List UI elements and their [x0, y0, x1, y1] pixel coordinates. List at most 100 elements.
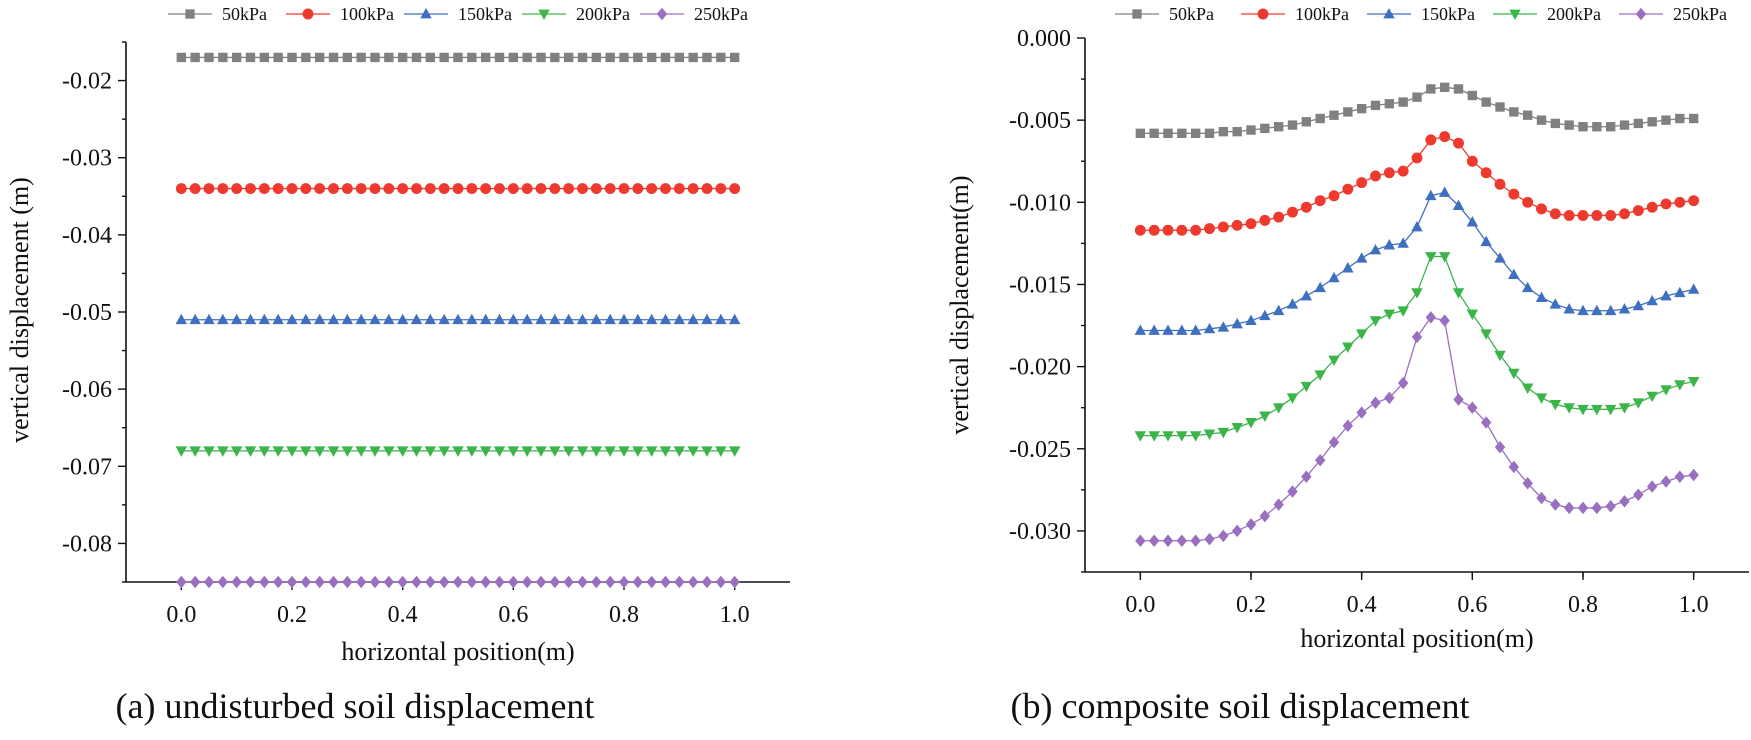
data-point: [494, 183, 505, 195]
data-point: [231, 52, 242, 63]
data-point: [1273, 122, 1284, 132]
y-tick-label: -0.07: [62, 454, 112, 480]
data-point: [466, 575, 478, 589]
data-point: [259, 575, 270, 589]
data-point: [453, 52, 463, 63]
data-point: [701, 575, 713, 589]
data-point: [590, 313, 603, 325]
data-point: [660, 575, 671, 589]
data-point: [1343, 107, 1353, 117]
data-point: [1674, 470, 1686, 483]
data-point: [1605, 122, 1616, 132]
data-point: [383, 183, 395, 195]
data-point: [1231, 219, 1243, 231]
data-point: [1342, 419, 1354, 433]
data-point: [176, 52, 187, 63]
data-point: [258, 313, 271, 325]
data-point: [1494, 178, 1506, 190]
data-point: [425, 52, 436, 63]
data-point: [190, 52, 200, 63]
y-tick-label: -0.020: [1009, 355, 1071, 381]
data-point: [244, 313, 257, 325]
data-point: [231, 183, 243, 195]
data-point: [1688, 468, 1699, 482]
data-point: [189, 446, 201, 457]
data-point: [383, 575, 395, 589]
data-point: [1633, 488, 1644, 502]
y-tick-label: -0.005: [1009, 108, 1071, 134]
data-point: [397, 52, 408, 63]
data-point: [1632, 205, 1644, 216]
data-point: [272, 183, 284, 195]
data-point: [1467, 90, 1478, 101]
data-point: [1563, 303, 1575, 314]
data-point: [259, 52, 270, 63]
data-point: [369, 575, 381, 589]
data-point: [1660, 385, 1672, 396]
data-point: [1564, 120, 1574, 130]
data-point: [535, 446, 547, 457]
data-point: [1577, 404, 1589, 416]
data-point: [1176, 534, 1188, 548]
data-point: [300, 575, 312, 589]
data-point: [1411, 288, 1423, 299]
data-point: [1204, 532, 1215, 546]
data-point: [1342, 262, 1354, 273]
x-tick-label: 1.0: [720, 602, 750, 628]
data-point: [1494, 350, 1506, 362]
data-point: [452, 446, 464, 457]
data-point: [591, 52, 602, 63]
data-point: [314, 52, 325, 63]
data-point: [591, 575, 602, 589]
data-point: [673, 313, 686, 325]
data-point: [646, 575, 657, 589]
data-point: [1412, 92, 1422, 102]
legend-label: 250kPa: [1673, 4, 1727, 24]
legend-label: 150kPa: [1421, 4, 1475, 24]
data-point: [1536, 115, 1547, 125]
data-point: [1231, 422, 1243, 434]
data-point: [1452, 288, 1465, 299]
data-point: [1259, 411, 1271, 422]
data-point: [230, 446, 243, 457]
data-point: [1397, 237, 1409, 248]
data-point: [1439, 131, 1451, 143]
data-point: [217, 313, 229, 325]
data-point: [480, 52, 491, 63]
data-point: [493, 313, 506, 325]
data-point: [1688, 195, 1700, 207]
data-point: [493, 446, 506, 457]
data-point: [1549, 298, 1562, 309]
legend-label: 200kPa: [1547, 4, 1601, 24]
series-150kPa: [1134, 186, 1700, 335]
data-point: [701, 313, 713, 325]
data-point: [1426, 84, 1436, 94]
data-point: [562, 446, 575, 457]
data-point: [1480, 167, 1492, 179]
data-point: [1300, 289, 1313, 301]
x-tick-label: 0.6: [498, 602, 528, 628]
data-point: [1189, 324, 1202, 335]
data-point: [604, 313, 616, 325]
data-point: [438, 575, 450, 589]
data-point: [1646, 294, 1658, 306]
data-point: [701, 183, 713, 195]
data-point: [1134, 431, 1147, 442]
data-point: [1605, 500, 1616, 513]
data-point: [1273, 211, 1285, 223]
y-tick-label: -0.025: [1009, 437, 1071, 463]
data-point: [1286, 298, 1299, 309]
data-point: [1176, 224, 1188, 236]
data-point: [577, 575, 588, 589]
legend: 50kPa 100kPa 150kPa 200kPa 250kPa: [1115, 4, 1727, 24]
data-point: [411, 575, 422, 589]
caption-right: (b) composite soil displacement: [1011, 686, 1470, 726]
data-point: [632, 183, 644, 195]
data-point: [1563, 209, 1575, 221]
data-point: [1356, 406, 1367, 419]
data-point: [328, 183, 339, 195]
data-point: [1521, 281, 1534, 293]
data-point: [1605, 209, 1617, 221]
data-point: [1604, 404, 1617, 416]
